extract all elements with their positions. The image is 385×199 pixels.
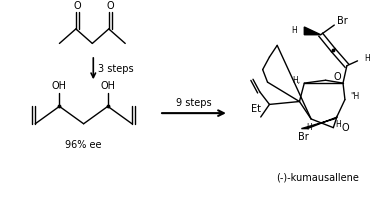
Text: Br: Br bbox=[337, 16, 348, 26]
Text: H: H bbox=[291, 26, 296, 35]
Text: H: H bbox=[335, 120, 341, 129]
Text: H: H bbox=[364, 55, 370, 63]
Text: OH: OH bbox=[52, 81, 67, 91]
Text: O: O bbox=[333, 72, 341, 82]
Text: O: O bbox=[74, 1, 81, 11]
Polygon shape bbox=[301, 117, 337, 129]
Text: Et: Et bbox=[251, 104, 261, 114]
Text: 3 steps: 3 steps bbox=[98, 64, 134, 74]
Text: (-)-kumausallene: (-)-kumausallene bbox=[276, 172, 359, 182]
Text: 9 steps: 9 steps bbox=[176, 99, 212, 108]
Text: OH: OH bbox=[100, 81, 115, 91]
Text: H: H bbox=[306, 123, 312, 132]
Text: "H: "H bbox=[350, 92, 359, 101]
Text: O: O bbox=[341, 123, 349, 133]
Text: 96% ee: 96% ee bbox=[65, 140, 102, 150]
Text: O: O bbox=[106, 1, 114, 11]
Text: H,: H, bbox=[292, 76, 300, 85]
Polygon shape bbox=[304, 27, 321, 35]
Text: Br: Br bbox=[298, 132, 309, 142]
